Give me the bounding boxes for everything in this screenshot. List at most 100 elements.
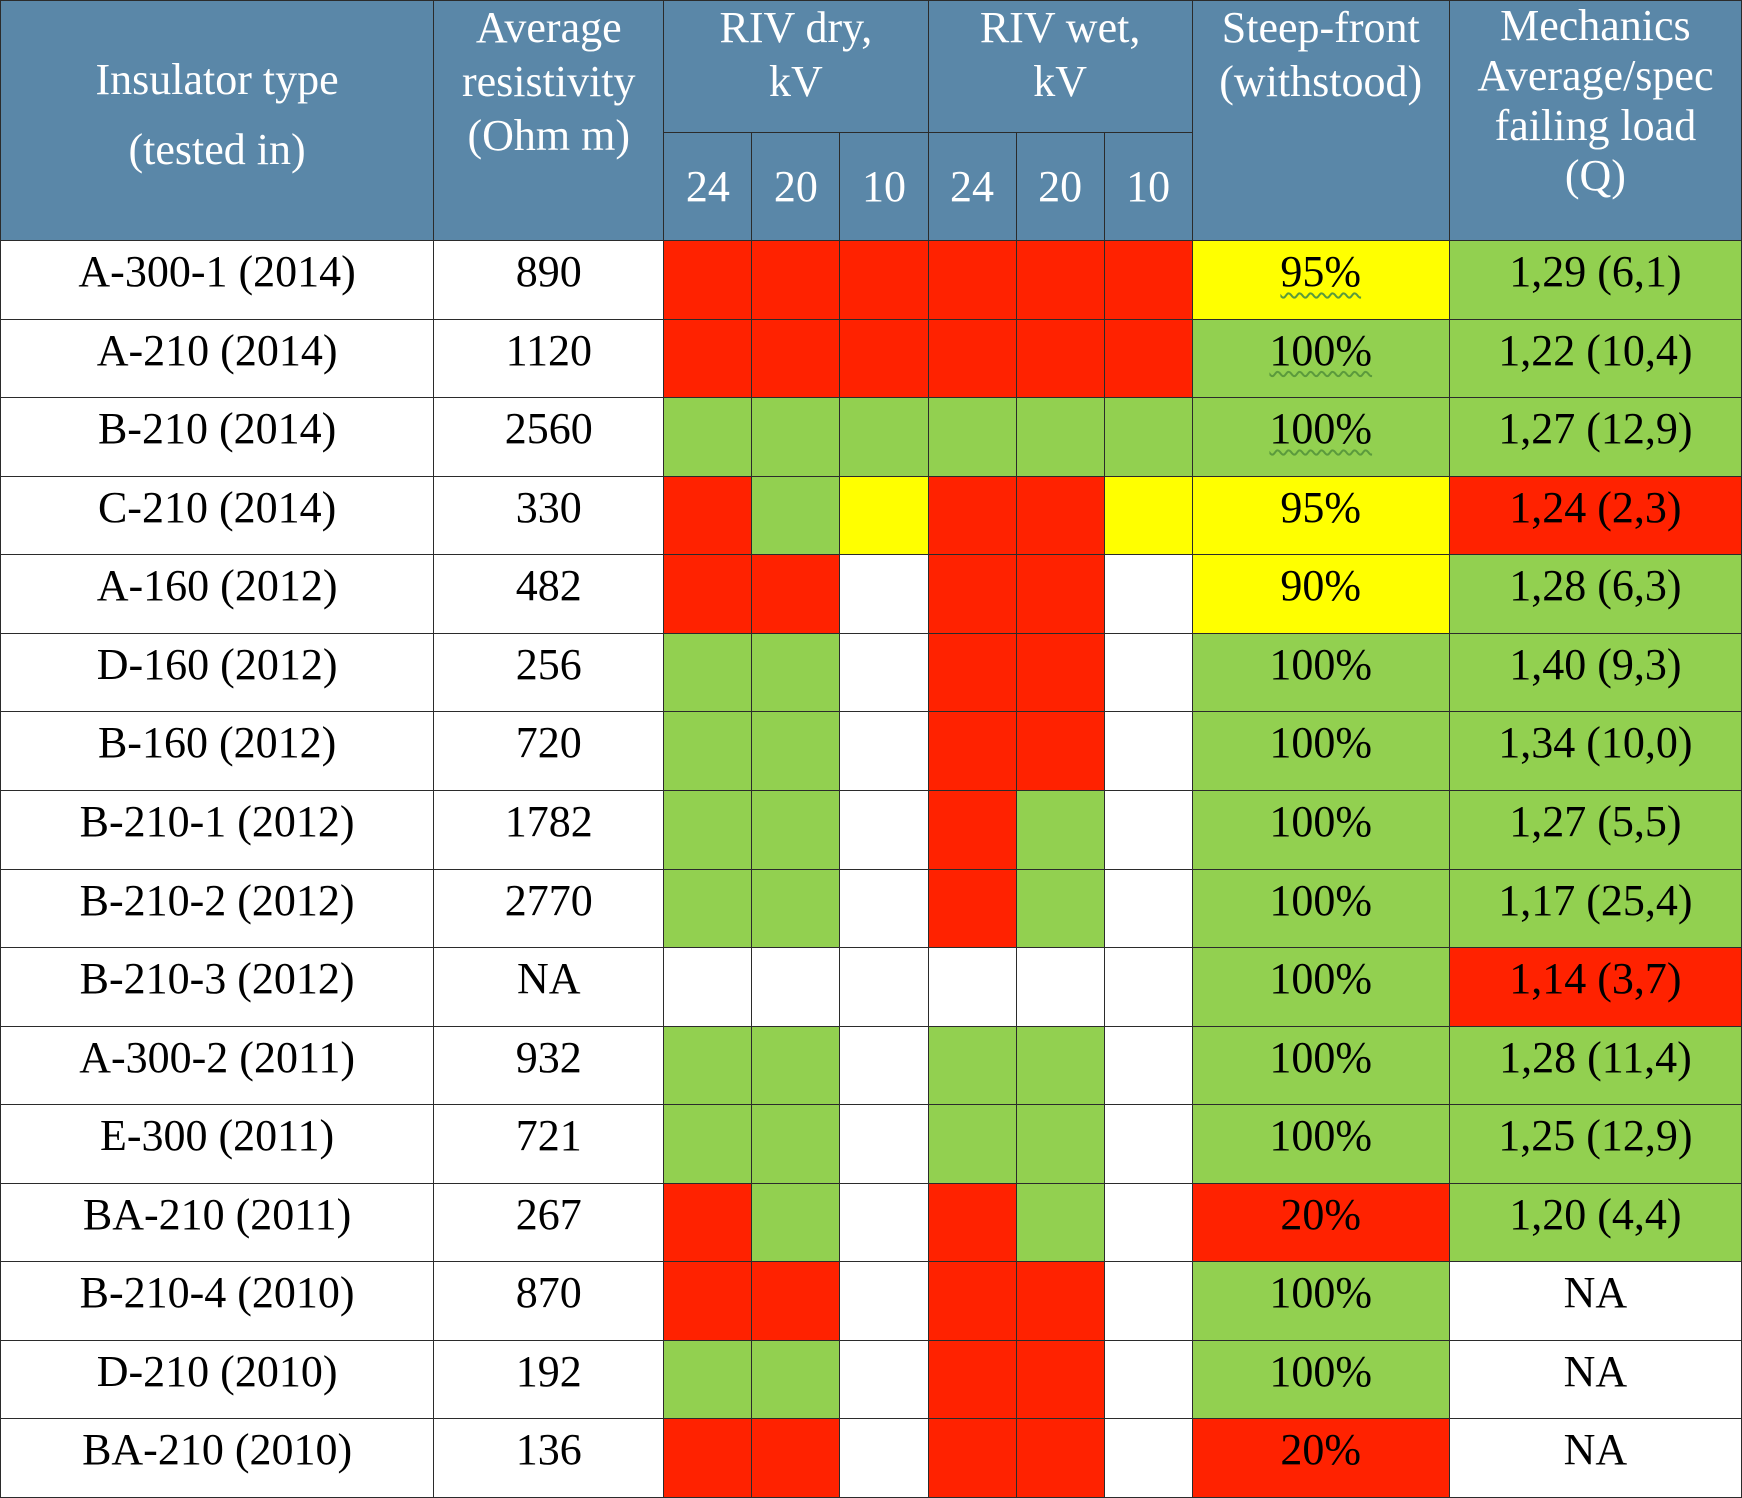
header-riv-dry-20: 20 bbox=[751, 132, 841, 241]
riv-wet-cell bbox=[1103, 240, 1193, 320]
steep-front-value: 95% bbox=[1280, 247, 1362, 296]
riv-wet-cell bbox=[1015, 1339, 1105, 1420]
riv-wet-cell bbox=[1103, 711, 1193, 791]
mechanics-cell: 1,29 (6,1) bbox=[1448, 240, 1742, 320]
mechanics-cell: 1,25 (12,9) bbox=[1448, 1104, 1742, 1184]
steep-front-value: 100% bbox=[1269, 718, 1373, 768]
header-riv-dry-24: 24 bbox=[663, 132, 753, 241]
mechanics-value: 1,25 (12,9) bbox=[1498, 1111, 1693, 1161]
mechanics-value: 1,34 (10,0) bbox=[1498, 718, 1693, 768]
header-steep-front: Steep-front (withstood) bbox=[1191, 0, 1450, 241]
riv-dry-cell bbox=[663, 1025, 753, 1106]
table-row: B-210-3 (2012) NA 100% 1,14 (3,7) bbox=[0, 947, 1742, 1027]
steep-front-cell: 90% bbox=[1191, 554, 1450, 634]
riv-wet-cell bbox=[927, 1261, 1017, 1341]
steep-front-cell: 100% bbox=[1191, 1339, 1450, 1420]
steep-front-value: 100% bbox=[1269, 1268, 1373, 1318]
riv-dry-cell bbox=[751, 789, 841, 870]
riv-wet-cell bbox=[1103, 1182, 1193, 1263]
mechanics-cell: NA bbox=[1448, 1418, 1742, 1498]
riv-wet-cell bbox=[1103, 947, 1193, 1027]
resistivity-cell: 870 bbox=[433, 1261, 665, 1341]
header-insulator-type: Insulator type (tested in) bbox=[0, 0, 435, 241]
mechanics-cell: 1,40 (9,3) bbox=[1448, 632, 1742, 713]
steep-front-cell: 100% bbox=[1191, 632, 1450, 713]
table-row: B-210-4 (2010) 870 100% NA bbox=[0, 1261, 1742, 1341]
riv-wet-cell bbox=[1103, 868, 1193, 949]
steep-front-cell: 95% bbox=[1191, 475, 1450, 556]
mechanics-cell: NA bbox=[1448, 1261, 1742, 1341]
riv-dry-cell bbox=[751, 711, 841, 791]
riv-dry-cell bbox=[751, 397, 841, 477]
riv-wet-cell bbox=[927, 475, 1017, 556]
riv-wet-cell bbox=[1103, 1339, 1193, 1420]
steep-front-value: 100% bbox=[1269, 639, 1373, 689]
table-row: E-300 (2011) 721 100% 1,25 (12,9) bbox=[0, 1104, 1742, 1184]
mechanics-value: NA bbox=[1563, 1346, 1628, 1396]
riv-wet-cell bbox=[1103, 632, 1193, 713]
resistivity-cell: 267 bbox=[433, 1182, 665, 1263]
riv-wet-cell bbox=[1015, 711, 1105, 791]
insulator-type-cell: E-300 (2011) bbox=[0, 1104, 435, 1184]
steep-front-value: 100% bbox=[1269, 954, 1373, 1004]
insulator-type-cell: A-300-2 (2011) bbox=[0, 1025, 435, 1106]
riv-wet-cell bbox=[927, 1418, 1017, 1498]
riv-wet-cell bbox=[927, 318, 1017, 399]
riv-dry-cell bbox=[751, 318, 841, 399]
mechanics-value: 1,27 (5,5) bbox=[1509, 796, 1682, 846]
riv-wet-cell bbox=[927, 1182, 1017, 1263]
mechanics-cell: 1,27 (5,5) bbox=[1448, 789, 1742, 870]
riv-dry-cell bbox=[663, 947, 753, 1027]
mechanics-value: NA bbox=[1563, 1425, 1628, 1475]
insulator-type-cell: BA-210 (2010) bbox=[0, 1418, 435, 1498]
riv-wet-cell bbox=[927, 868, 1017, 949]
insulator-type-cell: B-210-4 (2010) bbox=[0, 1261, 435, 1341]
riv-dry-cell bbox=[751, 868, 841, 949]
table-row: D-160 (2012) 256 100% 1,40 (9,3) bbox=[0, 632, 1742, 713]
riv-dry-cell bbox=[839, 475, 929, 556]
resistivity-cell: 2560 bbox=[433, 397, 665, 477]
table-row: B-160 (2012) 720 100% 1,34 (10,0) bbox=[0, 711, 1742, 791]
mechanics-value: 1,27 (12,9) bbox=[1498, 404, 1693, 454]
resistivity-cell: NA bbox=[433, 947, 665, 1027]
steep-front-value: 100% bbox=[1269, 404, 1373, 454]
table-row: D-210 (2010) 192 100% NA bbox=[0, 1339, 1742, 1420]
insulator-type-cell: A-210 (2014) bbox=[0, 318, 435, 399]
steep-front-cell: 100% bbox=[1191, 868, 1450, 949]
riv-dry-cell bbox=[839, 1261, 929, 1341]
steep-front-cell: 100% bbox=[1191, 1261, 1450, 1341]
riv-dry-cell bbox=[663, 1261, 753, 1341]
steep-front-cell: 100% bbox=[1191, 947, 1450, 1027]
mechanics-value: 1,17 (25,4) bbox=[1498, 875, 1693, 925]
steep-front-value: 20% bbox=[1280, 1189, 1362, 1239]
insulator-type-cell: A-160 (2012) bbox=[0, 554, 435, 634]
resistivity-cell: 330 bbox=[433, 475, 665, 556]
riv-dry-cell bbox=[839, 397, 929, 477]
riv-dry-cell bbox=[839, 1182, 929, 1263]
riv-wet-cell bbox=[927, 554, 1017, 634]
steep-front-value: 100% bbox=[1269, 1346, 1373, 1396]
riv-wet-cell bbox=[927, 1104, 1017, 1184]
riv-wet-cell bbox=[927, 240, 1017, 320]
insulator-type-cell: D-210 (2010) bbox=[0, 1339, 435, 1420]
riv-dry-cell bbox=[663, 475, 753, 556]
resistivity-cell: 256 bbox=[433, 632, 665, 713]
steep-front-cell: 100% bbox=[1191, 397, 1450, 477]
mechanics-cell: 1,24 (2,3) bbox=[1448, 475, 1742, 556]
riv-dry-cell bbox=[751, 1339, 841, 1420]
riv-wet-cell bbox=[1015, 1418, 1105, 1498]
riv-dry-cell bbox=[751, 1182, 841, 1263]
riv-dry-cell bbox=[663, 1339, 753, 1420]
insulator-type-cell: B-160 (2012) bbox=[0, 711, 435, 791]
riv-dry-cell bbox=[663, 397, 753, 477]
header-riv-dry-10: 10 bbox=[839, 132, 929, 241]
header-riv-dry: RIV dry, kV bbox=[663, 0, 929, 133]
riv-wet-cell bbox=[1103, 1104, 1193, 1184]
riv-wet-cell bbox=[927, 789, 1017, 870]
riv-dry-cell bbox=[751, 1025, 841, 1106]
riv-dry-cell bbox=[839, 240, 929, 320]
riv-dry-cell bbox=[663, 318, 753, 399]
steep-front-value: 100% bbox=[1269, 1111, 1373, 1161]
mechanics-value: 1,20 (4,4) bbox=[1509, 1189, 1682, 1239]
